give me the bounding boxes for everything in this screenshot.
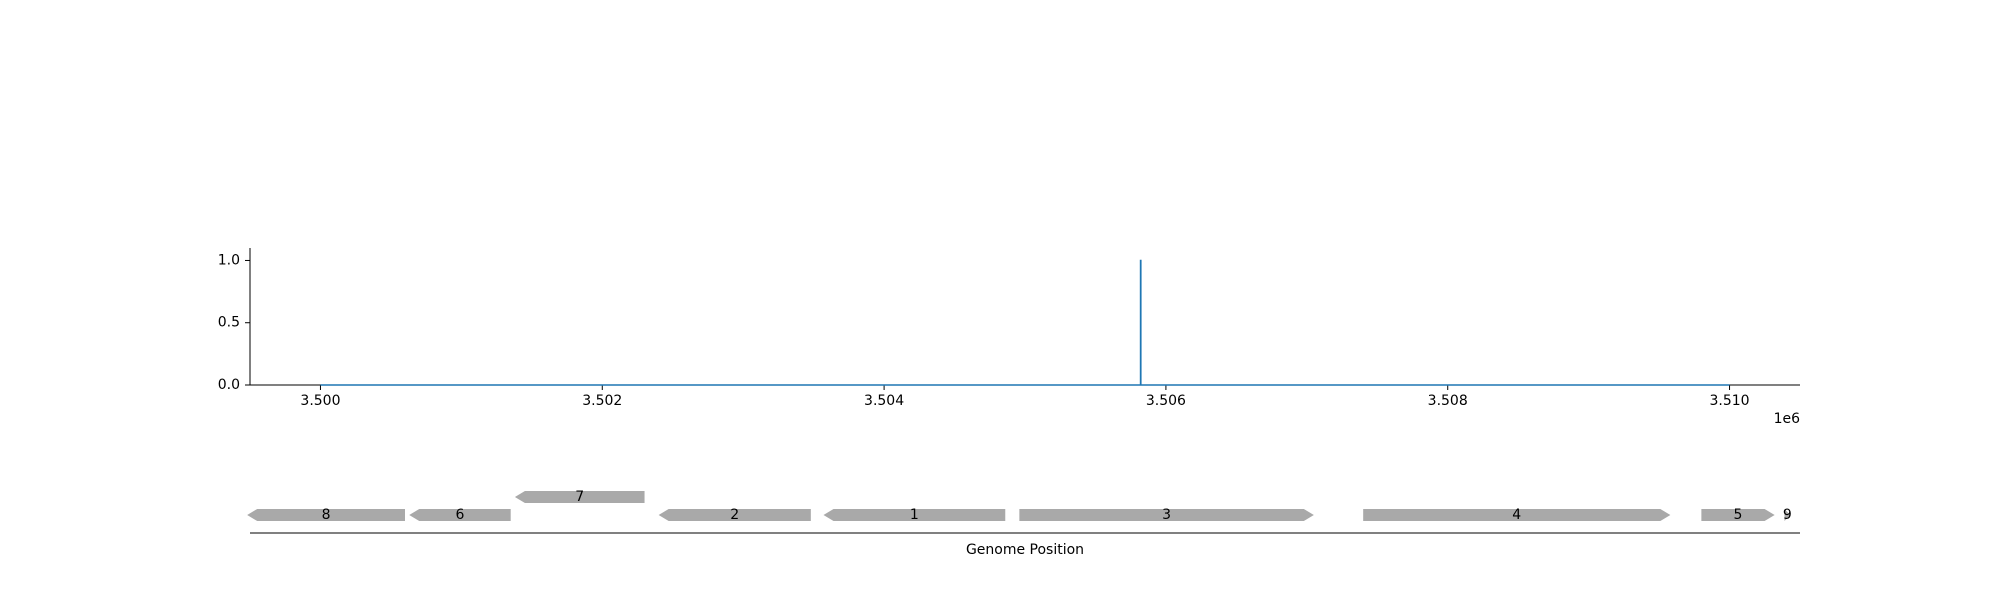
gene-arrow bbox=[658, 509, 811, 521]
y-tick-label: 1.0 bbox=[218, 252, 240, 268]
x-ticks: 3.500 3.502 3.504 3.506 3.508 3.510 bbox=[300, 385, 1750, 409]
x-tick-label: 3.508 bbox=[1428, 393, 1468, 409]
x-tick-label: 3.510 bbox=[1709, 393, 1749, 409]
gene-label: 1 bbox=[910, 507, 919, 523]
gene-label: 7 bbox=[575, 489, 584, 505]
gene-arrow bbox=[514, 491, 645, 503]
gene-label: 8 bbox=[322, 507, 331, 523]
gene-arrow bbox=[1019, 509, 1314, 521]
gene-label: 4 bbox=[1512, 507, 1521, 523]
gene-arrow bbox=[409, 509, 511, 521]
x-tick-label: 3.506 bbox=[1146, 393, 1186, 409]
y-ticks: 0.0 0.5 1.0 bbox=[218, 252, 250, 393]
coverage-plot: 0.0 0.5 1.0 3.500 3.502 3.504 3.506 3.508 3.510… bbox=[218, 248, 1800, 427]
gene-label: 3 bbox=[1162, 507, 1171, 523]
gene-track: 8 6 7 2 1 3 4 5 9 bbox=[247, 489, 1792, 523]
gene-label: 2 bbox=[730, 507, 739, 523]
x-offset-label: 1e6 bbox=[1774, 411, 1801, 427]
signal-line bbox=[320, 259, 1730, 386]
y-tick-label: 0.0 bbox=[218, 377, 240, 393]
x-tick-label: 3.500 bbox=[300, 393, 340, 409]
x-tick-label: 3.502 bbox=[582, 393, 622, 409]
gene-map: 8 6 7 2 1 3 4 5 9 Genome Position bbox=[247, 489, 1800, 558]
gene-arrow bbox=[823, 509, 1006, 521]
gene-label: 9 bbox=[1783, 507, 1792, 523]
gene-arrow bbox=[1784, 509, 1791, 521]
y-tick-label: 0.5 bbox=[218, 315, 240, 331]
x-tick-label: 3.504 bbox=[864, 393, 904, 409]
gene-label: 6 bbox=[455, 507, 464, 523]
gene-arrow bbox=[247, 509, 405, 521]
gene-arrow bbox=[1701, 509, 1775, 521]
gene-axis-label: Genome Position bbox=[966, 542, 1084, 558]
gene-label: 5 bbox=[1734, 507, 1743, 523]
gene-arrow bbox=[1363, 509, 1671, 521]
